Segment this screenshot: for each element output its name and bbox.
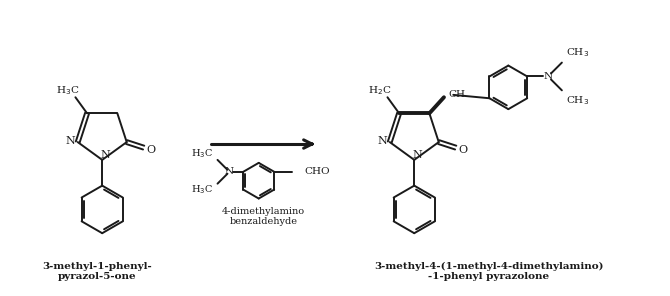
Text: N: N xyxy=(412,150,422,160)
Text: CHO: CHO xyxy=(304,167,330,176)
Text: -1-phenyl pyrazolone: -1-phenyl pyrazolone xyxy=(428,272,549,281)
Text: 3-methyl-4-(1-methyl-4-dimethylamino): 3-methyl-4-(1-methyl-4-dimethylamino) xyxy=(374,262,603,271)
Text: H$_3$C: H$_3$C xyxy=(192,183,214,196)
Text: benzaldehyde: benzaldehyde xyxy=(230,217,297,226)
Text: CH: CH xyxy=(449,90,466,99)
Text: H$_2$C: H$_2$C xyxy=(368,84,391,97)
Text: 4-dimethylamino: 4-dimethylamino xyxy=(222,207,306,216)
Text: H$_3$C: H$_3$C xyxy=(192,147,214,160)
Text: H$_3$C: H$_3$C xyxy=(56,84,79,97)
Text: CH$_3$: CH$_3$ xyxy=(566,94,589,107)
Text: N: N xyxy=(100,150,110,160)
Text: N: N xyxy=(378,136,388,146)
Text: N: N xyxy=(543,72,553,81)
Text: O: O xyxy=(459,145,468,155)
Text: O: O xyxy=(147,145,155,155)
Text: N: N xyxy=(225,167,234,176)
Text: N: N xyxy=(66,136,76,146)
Text: CH$_3$: CH$_3$ xyxy=(566,46,589,59)
Text: pyrazol-5-one: pyrazol-5-one xyxy=(58,272,137,281)
Text: 3-methyl-1-phenyl-: 3-methyl-1-phenyl- xyxy=(42,262,152,271)
